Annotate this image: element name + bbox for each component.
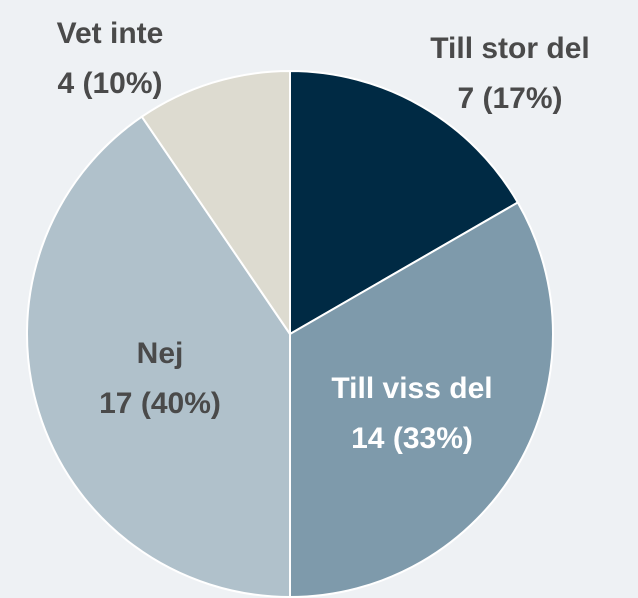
slice-label: Nej — [137, 337, 184, 370]
slice-label: Till stor del — [430, 32, 589, 65]
slice-label: Vet inte — [57, 17, 164, 50]
pie-slice — [26, 115, 291, 598]
value-label: 17 (40%) — [99, 387, 221, 420]
pie-slice — [289, 69, 520, 336]
slice-label: Till viss del — [331, 372, 492, 405]
value-label: 14 (33%) — [351, 422, 473, 455]
value-label: 4 (10%) — [57, 67, 162, 100]
value-label: 7 (17%) — [457, 82, 562, 115]
pie-slice — [289, 201, 554, 598]
pie-slice — [140, 69, 291, 338]
